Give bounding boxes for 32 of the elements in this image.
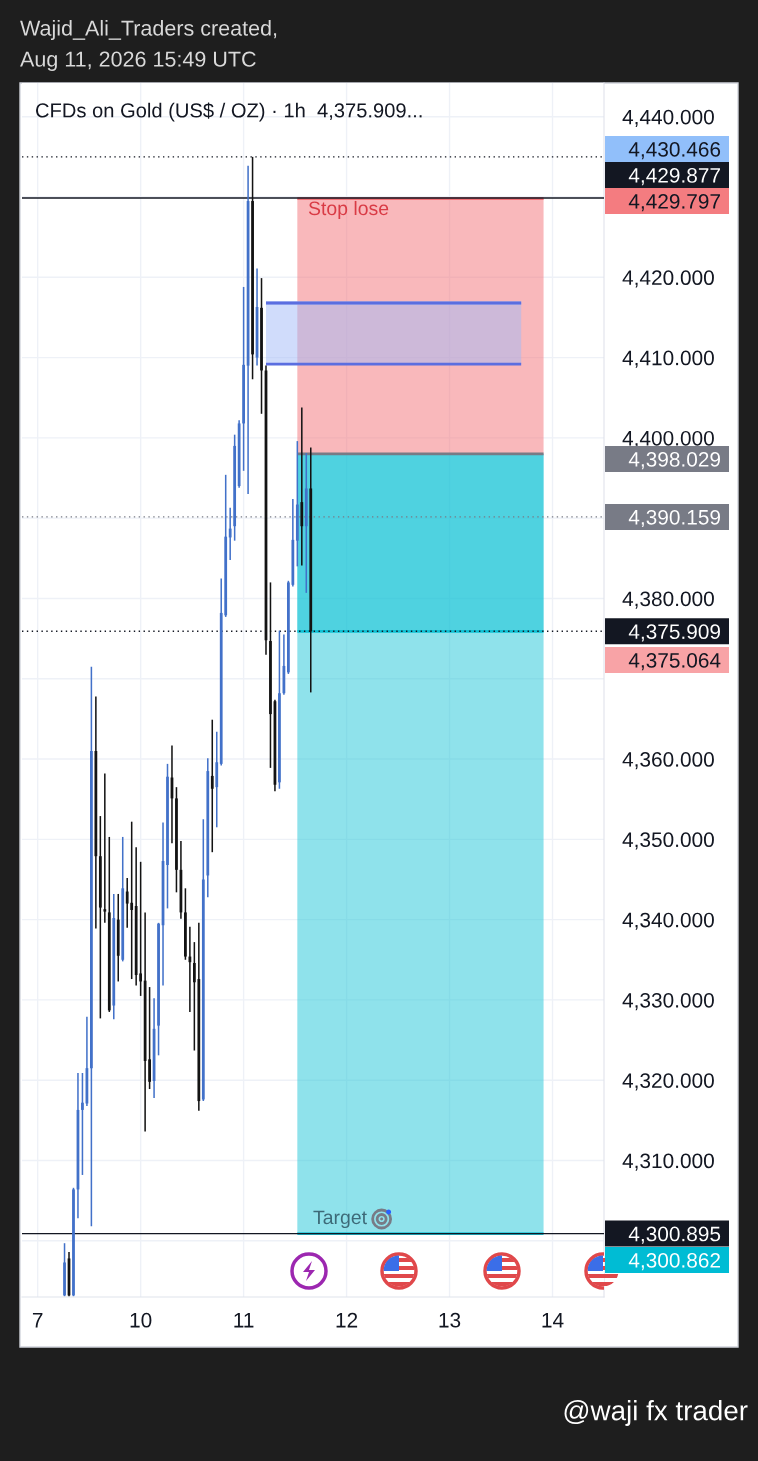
y-tick-label: 4,380.000	[622, 591, 714, 609]
y-tick-label: 4,340.000	[622, 912, 714, 930]
ref-line-label: 4,375.909	[628, 624, 721, 642]
x-tick-label: 13	[439, 1312, 461, 1328]
x-tick-label: 14	[542, 1313, 564, 1328]
y-tick-label: 4,360.000	[622, 752, 714, 770]
x-tick-label: 10	[130, 1312, 152, 1328]
text: CFDs on Gold (US$ / OZ) · 1h 4,375.909...	[36, 102, 422, 122]
y-tick-label: 4,320.000	[622, 1073, 714, 1091]
y-tick-label: 4,410.000	[622, 350, 714, 368]
text: @waji fx trader	[564, 1400, 748, 1426]
text: Wajid_Ali_Traders created,	[20, 19, 277, 41]
text: 4,398.029	[628, 452, 721, 470]
ref-line-label: 4,300.895	[628, 1226, 721, 1244]
annotation: Stop lose	[308, 200, 389, 220]
annotation: Target	[313, 1210, 367, 1229]
x-tick-label: 7	[32, 1313, 43, 1328]
ref-line-label: 4,390.159	[628, 509, 721, 528]
text: Aug 11, 2026 15:49 UTC	[20, 51, 256, 72]
x-tick-label: 11	[234, 1313, 254, 1328]
y-tick-label: 4,420.000	[622, 270, 714, 288]
y-tick-label: 4,330.000	[622, 992, 714, 1011]
text: 4,300.862	[628, 1253, 720, 1271]
y-tick-label: 4,310.000	[622, 1153, 714, 1171]
x-tick-label: 12	[336, 1312, 358, 1328]
y-tick-label: 4,400.000	[622, 430, 714, 449]
y-tick-label: 4,440.000	[622, 109, 714, 127]
text: 4,429.797	[628, 194, 720, 212]
ref-line-label: 4,429.877	[628, 168, 720, 186]
y-tick-label: 4,350.000	[622, 832, 714, 850]
text: 4,430.466	[628, 142, 721, 160]
text: 4,375.064	[628, 653, 721, 671]
